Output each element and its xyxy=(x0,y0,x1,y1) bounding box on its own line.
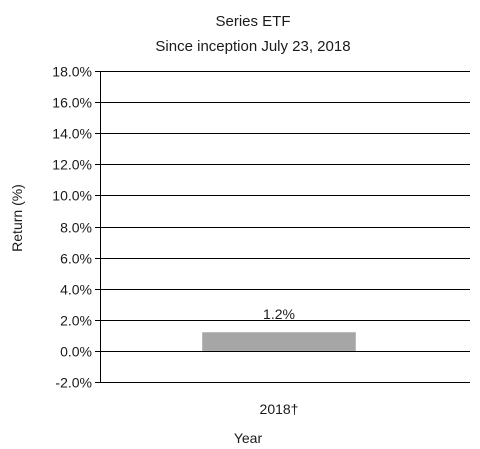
chart-subtitle: Since inception July 23, 2018 xyxy=(155,38,350,55)
y-tick-label: 2.0% xyxy=(60,313,92,329)
y-tick-label: 18.0% xyxy=(52,64,92,80)
y-tick-label: 4.0% xyxy=(60,282,92,298)
y-tick-label: 8.0% xyxy=(60,220,92,236)
y-tick-label: -2.0% xyxy=(55,375,92,391)
x-axis-label: Year xyxy=(234,430,263,446)
y-tick-label: 0.0% xyxy=(60,344,92,360)
bar xyxy=(202,332,356,351)
y-tick-labels: 18.0% 16.0% 14.0% 12.0% 10.0% 8.0% 6.0% 4.0% 2.0… xyxy=(52,64,92,391)
bar-data-label: 1.2% xyxy=(263,306,295,322)
gridlines xyxy=(95,71,470,383)
y-axis-label: Return (%) xyxy=(9,184,25,252)
y-tick-label: 14.0% xyxy=(52,126,92,142)
y-tick-label: 10.0% xyxy=(52,188,92,204)
chart-title: Series ETF xyxy=(215,13,290,30)
y-tick-label: 16.0% xyxy=(52,95,92,111)
x-tick-label: 2018† xyxy=(260,401,299,417)
bars: 1.2% xyxy=(202,306,356,351)
y-tick-label: 6.0% xyxy=(60,251,92,267)
y-tick-label: 12.0% xyxy=(52,157,92,173)
x-tick-labels: 2018† xyxy=(260,401,299,417)
